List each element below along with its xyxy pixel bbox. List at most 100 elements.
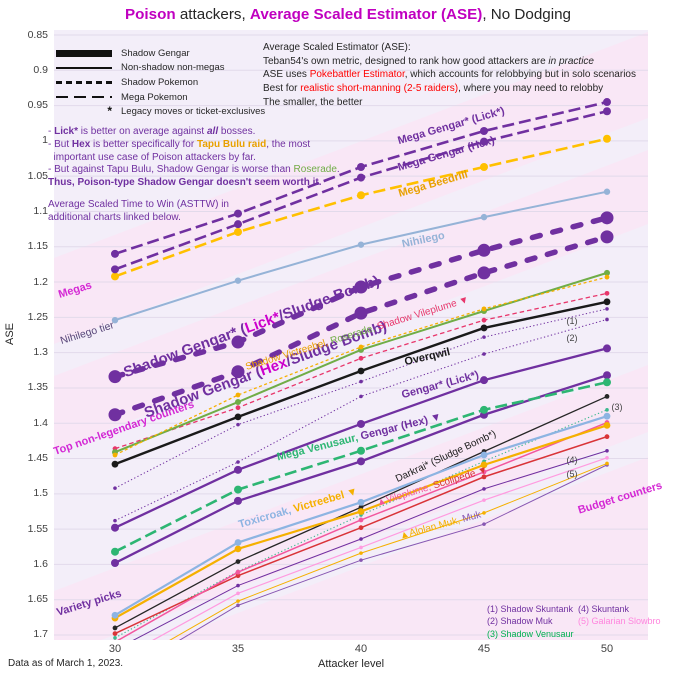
x-axis-title: Attacker level [317, 658, 385, 670]
note-line: - Lick* is better on average against all… [48, 126, 340, 139]
series-galarian-slowbro [152, 456, 609, 640]
text-segment: , the most [266, 138, 311, 150]
legend-sample-solid-line-icon [56, 66, 112, 70]
data-point [108, 408, 122, 422]
data-point [482, 498, 486, 502]
data-point [359, 537, 363, 541]
data-point [234, 220, 242, 229]
data-point [111, 265, 119, 274]
text-segment: realistic short-manning (2-5 raiders) [300, 83, 459, 95]
text-segment: Teban54's own metric, designed to rank h… [263, 55, 549, 67]
text-segment: Tapu Bulu raid [196, 138, 267, 150]
data-point [113, 639, 117, 640]
text-segment: important use case of Poison attackers b… [48, 151, 256, 163]
y-tick-1: 1 [42, 134, 48, 147]
series-layer [108, 98, 614, 640]
data-point [113, 486, 117, 490]
y-tick-1.65: 1.65 [27, 593, 48, 606]
data-point [357, 419, 365, 428]
series-shadow-vileplume [112, 290, 610, 452]
data-point [234, 485, 242, 494]
text-segment: attackers, [175, 6, 250, 23]
data-point [605, 456, 609, 460]
chart-label-2: (2) [567, 333, 578, 343]
data-point [358, 344, 364, 350]
data-point [113, 636, 117, 640]
data-point [357, 162, 365, 171]
series-line [112, 234, 610, 418]
note-line: additional charts linked below. [48, 212, 229, 225]
series-gengar-lick [111, 344, 611, 532]
data-point [481, 306, 487, 312]
x-tick-50: 50 [600, 643, 614, 655]
data-point [235, 559, 241, 564]
footnotes-column-2: (4) Skuntank (5) Galarian Slowbro [578, 603, 661, 628]
text-segment: Average Scaled Estimator (ASE) [249, 6, 483, 23]
data-point [482, 487, 486, 491]
label-segment: (4) [567, 455, 578, 465]
data-point [605, 448, 609, 453]
y-tick-0.9: 0.9 [33, 63, 48, 76]
footnote-1-shadow-skuntank: (1) Shadow Skuntank [487, 604, 574, 614]
data-point [481, 469, 487, 475]
series-shadow-gengar-lick-sludge-bomb [108, 211, 614, 384]
data-point [480, 461, 488, 469]
chart-label-1: (1) [567, 316, 578, 326]
data-point [235, 405, 241, 411]
data-point [357, 446, 365, 455]
tier-band [54, 365, 648, 640]
asttw-note: Average Scaled Time to Win (ASTTW) in add… [48, 199, 229, 225]
data-point [359, 394, 363, 399]
legend-label: Shadow Gengar [121, 47, 190, 59]
chart-label-4: (4) [567, 455, 578, 465]
data-point [234, 277, 242, 284]
data-point [357, 498, 365, 506]
text-segment: Pokebattler Estimator [309, 69, 405, 81]
data-point [234, 465, 242, 474]
data-point [235, 573, 241, 579]
legend-item-legacy-moves-or-ticket-exclusives: * Legacy moves or ticket-exclusives [56, 104, 265, 119]
data-point [111, 460, 119, 468]
legend-item-mega-pokemon: Mega Pokemon [56, 90, 265, 105]
data-point [359, 551, 363, 555]
text-segment: - But against Tapu Bulu, Shadow Gengar i… [48, 164, 294, 176]
data-point [357, 191, 365, 200]
data-point [482, 522, 486, 526]
y-tick-1.25: 1.25 [27, 310, 48, 323]
tier-band [54, 150, 648, 450]
data-point [480, 137, 488, 146]
legend-label: Legacy moves or ticket-exclusives [121, 106, 266, 118]
series-toxicroak [111, 412, 611, 619]
text-segment: ASE uses [263, 69, 310, 81]
tactical-note: - Lick* is better on average against all… [48, 126, 340, 190]
data-point [603, 371, 611, 380]
data-point [481, 317, 487, 323]
data-point [600, 211, 614, 225]
y-tick-1.5: 1.5 [33, 487, 48, 500]
text-segment: , No Dodging [482, 6, 571, 23]
series-muk [178, 463, 609, 640]
tier-bands [54, 32, 648, 640]
text-segment: in practice [548, 55, 594, 67]
legend-sample-star-line-icon: * [107, 104, 112, 119]
y-tick-1.35: 1.35 [27, 381, 48, 394]
y-tick-1.2: 1.2 [33, 275, 48, 288]
y-tick-0.95: 0.95 [27, 99, 48, 112]
y-tick-1.45: 1.45 [27, 452, 48, 465]
legend-item-shadow-pokemon: Shadow Pokemon [56, 75, 265, 90]
note-line: Teban54's own metric, designed to rank h… [263, 55, 636, 69]
legend-item-non-shadow-non-megas: Non-shadow non-megas [56, 61, 265, 76]
text-segment: Average Scaled Estimator (ASE): [263, 42, 411, 53]
chart-label-5: (5) [567, 469, 578, 479]
data-point [357, 241, 365, 248]
y-tick-1.3: 1.3 [33, 346, 48, 359]
data-point [603, 421, 611, 429]
note-line: The smaller, the better [263, 96, 636, 110]
data-point [236, 603, 240, 608]
note-line: Thus, Poison-type Shadow Gengar doesn't … [48, 177, 340, 190]
data-point [112, 625, 118, 631]
data-point [236, 599, 240, 603]
footnote-2-shadow-muk: (2) Shadow Muk [487, 616, 553, 627]
note-line: - But Hex is better specifically for Tap… [48, 139, 340, 152]
